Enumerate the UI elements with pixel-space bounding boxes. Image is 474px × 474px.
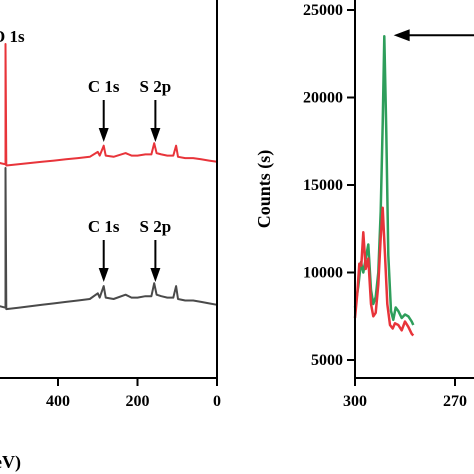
peak-arrow-head — [150, 268, 161, 282]
survey-annotations: O 1s C 1s S 2p C 1s S 2p — [0, 27, 171, 282]
survey-series-line-1 — [0, 167, 218, 311]
peak-label: C 1s — [88, 217, 120, 236]
peak-label: C 1s — [88, 77, 120, 96]
right-y-tick-label: 5000 — [311, 352, 343, 369]
o1s-peak-label: O 1s — [0, 27, 25, 46]
left-x-tick-label: 0 — [213, 393, 221, 410]
right-y-axis-title: Counts (s) — [254, 150, 275, 229]
right-y-tick-label: 20000 — [303, 90, 343, 107]
left-x-axis-title: eV) — [0, 452, 21, 473]
high-res-spectrum-panel: Counts (s) 5000 10000 15000 20000 25000 300 2… — [254, 0, 474, 410]
left-x-tick-label: 200 — [126, 393, 150, 410]
right-y-tick-label: 25000 — [303, 2, 343, 19]
high-res-series-line-1 — [353, 206, 415, 337]
high-res-annotations — [393, 29, 474, 42]
high-res-series-line-0 — [353, 35, 415, 326]
peak-label: S 2p — [140, 217, 172, 236]
peak-label: S 2p — [140, 77, 172, 96]
survey-series-line-0 — [0, 43, 218, 167]
survey-series-group — [0, 43, 218, 311]
peak-arrow-head — [98, 268, 109, 282]
peak-arrow-head — [98, 128, 109, 142]
right-y-ticks: 5000 10000 15000 20000 25000 — [303, 2, 355, 369]
peak-arrow-head — [393, 29, 410, 42]
left-x-ticks: 400 200 0 — [46, 378, 221, 410]
right-x-tick-label: 270 — [443, 393, 467, 410]
right-y-tick-label: 10000 — [303, 265, 343, 282]
peak-arrow-head — [150, 128, 161, 142]
right-x-ticks: 300 270 — [343, 378, 467, 410]
survey-spectrum-panel: 400 200 0 O 1s C 1s S 2p C 1s S 2p eV) — [0, 0, 221, 473]
right-x-tick-label: 300 — [343, 393, 367, 410]
right-y-tick-label: 15000 — [303, 177, 343, 194]
left-x-tick-label: 400 — [46, 393, 70, 410]
high-res-series-group — [353, 35, 415, 337]
